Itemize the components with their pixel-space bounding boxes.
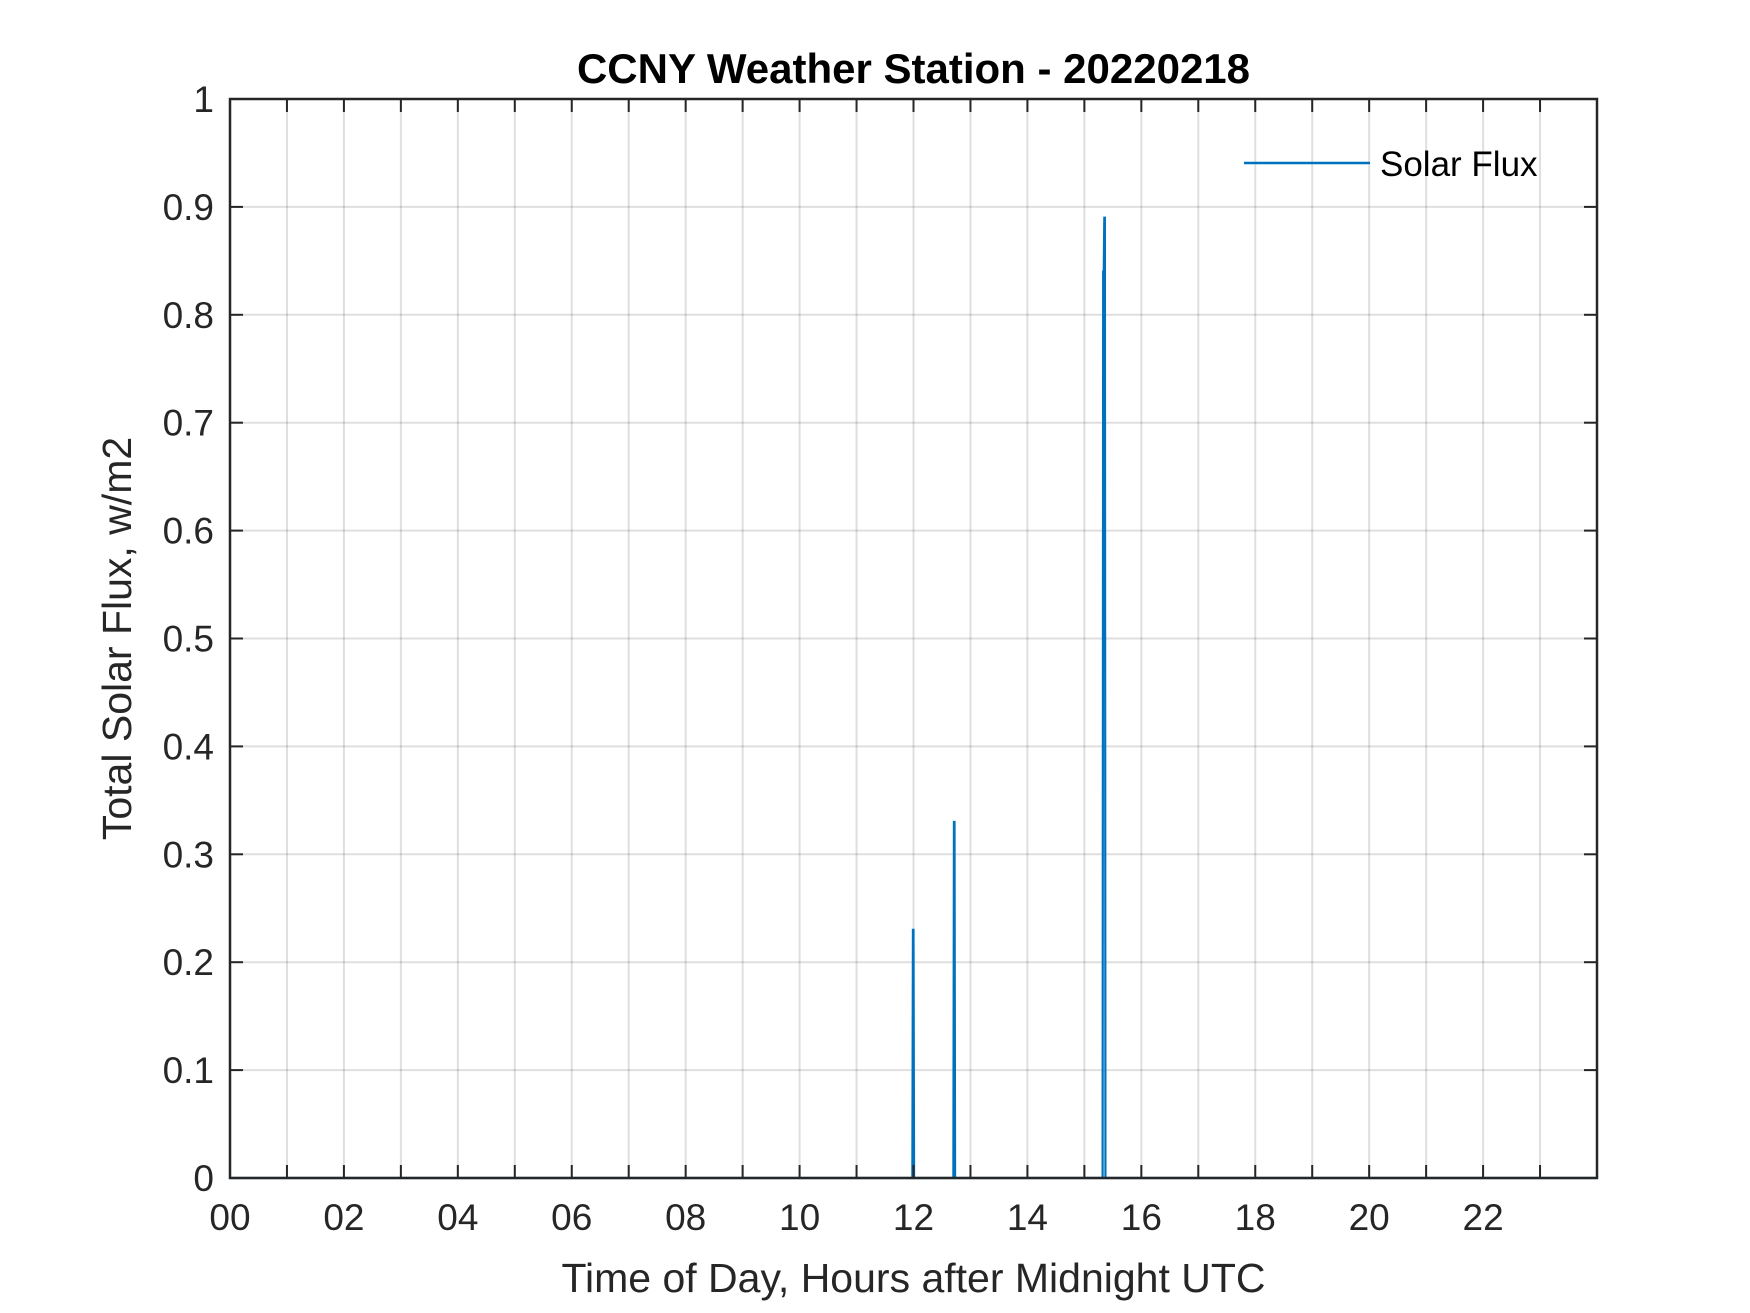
- y-tick-label: 0.2: [163, 942, 214, 983]
- chart-title: CCNY Weather Station - 20220218: [577, 45, 1250, 92]
- x-axis-label: Time of Day, Hours after Midnight UTC: [561, 1255, 1265, 1301]
- y-tick-label: 0: [193, 1158, 214, 1199]
- y-tick-label: 0.5: [163, 619, 214, 660]
- x-tick-label: 10: [779, 1197, 820, 1238]
- x-tick-label: 22: [1463, 1197, 1504, 1238]
- y-tick-label: 0.8: [163, 295, 214, 336]
- y-tick-labels: 0 0.1 0.2 0.3 0.4 0.5 0.6 0.7 0.8 0.9 1: [163, 79, 214, 1199]
- x-tick-label: 00: [209, 1197, 250, 1238]
- legend: Solar Flux: [1244, 145, 1538, 184]
- y-tick-label: 1: [193, 79, 214, 120]
- x-tick-labels: 00 02 04 06 08 10 12 14 16 18 20 22: [209, 1197, 1503, 1238]
- y-tick-label: 0.3: [163, 834, 214, 875]
- y-tick-label: 0.9: [163, 187, 214, 228]
- tick-marks: [230, 99, 1597, 1178]
- x-tick-label: 20: [1349, 1197, 1390, 1238]
- x-tick-label: 12: [893, 1197, 934, 1238]
- x-tick-label: 02: [323, 1197, 364, 1238]
- y-tick-label: 0.6: [163, 511, 214, 552]
- x-tick-label: 18: [1235, 1197, 1276, 1238]
- x-tick-label: 14: [1007, 1197, 1048, 1238]
- x-tick-label: 16: [1121, 1197, 1162, 1238]
- x-tick-label: 04: [437, 1197, 478, 1238]
- series-line-solar-flux: [230, 216, 1597, 1180]
- y-tick-label: 0.7: [163, 403, 214, 444]
- y-axis-label: Total Solar Flux, w/m2: [94, 437, 140, 840]
- y-tick-label: 0.1: [163, 1050, 214, 1091]
- x-tick-label: 08: [665, 1197, 706, 1238]
- legend-label-solar-flux: Solar Flux: [1380, 145, 1538, 184]
- y-tick-label: 0.4: [163, 726, 214, 767]
- x-tick-label: 06: [551, 1197, 592, 1238]
- data-series-layer: [230, 216, 1597, 1180]
